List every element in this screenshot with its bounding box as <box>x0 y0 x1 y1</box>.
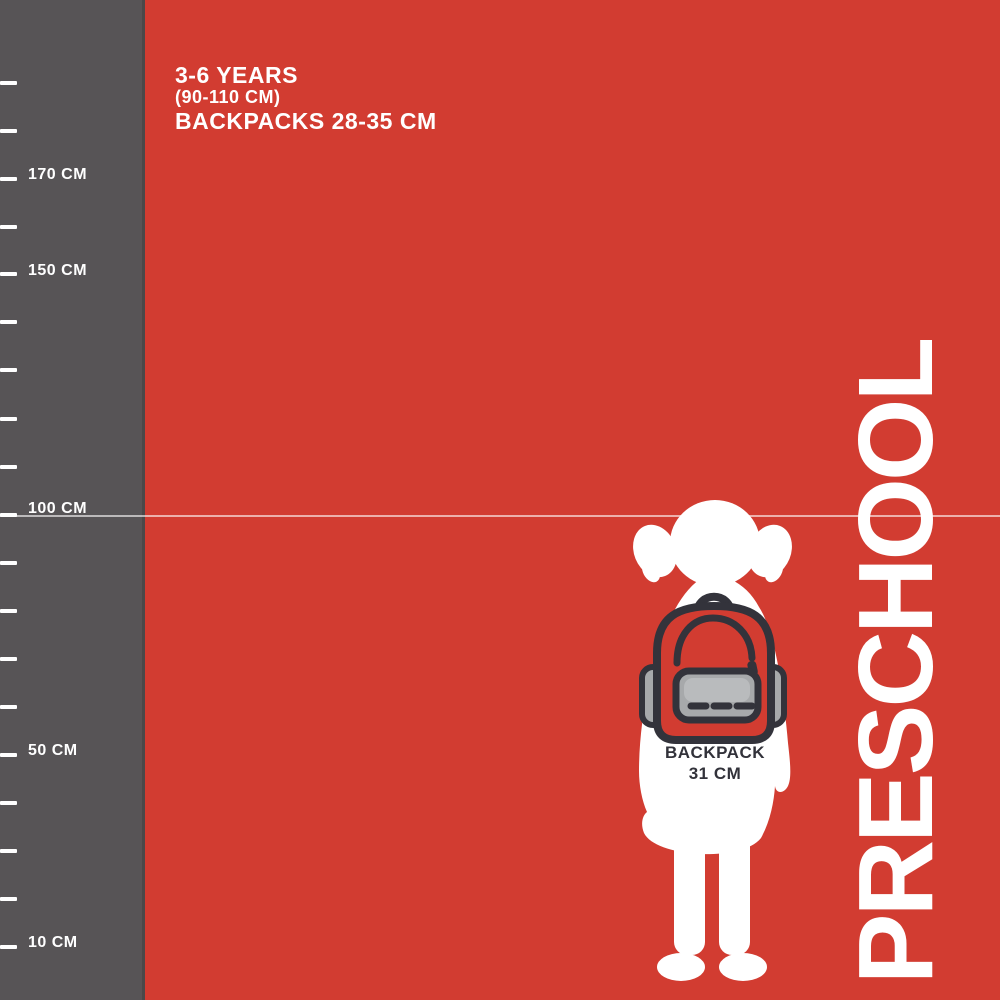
size-info-header: 3-6 YEARS (90-110 CM) BACKPACKS 28-35 CM <box>175 63 437 133</box>
ruler-label-150cm: 150 CM <box>28 262 88 279</box>
right-leg <box>719 825 750 955</box>
ruler-tick <box>0 465 17 469</box>
backpack-icon <box>639 592 787 744</box>
ruler-tick <box>0 945 17 949</box>
left-foot <box>657 953 705 981</box>
ruler-tick <box>0 81 17 85</box>
age-range-text: 3-6 YEARS <box>175 62 298 88</box>
child-silhouette <box>633 500 792 981</box>
ruler-tick <box>0 753 17 757</box>
ruler-label-170cm: 170 CM <box>28 166 88 183</box>
backpack-size-label: BACKPACK 31 CM <box>615 743 815 783</box>
left-leg <box>674 825 705 955</box>
height-ruler: 170 CM 150 CM 100 CM 50 CM 10 CM <box>0 0 145 1000</box>
ruler-tick <box>0 368 17 372</box>
ruler-tick <box>0 320 17 324</box>
ruler-tick <box>0 417 17 421</box>
ruler-tick <box>0 801 17 805</box>
ruler-tick <box>0 177 17 181</box>
ruler-label-50cm: 50 CM <box>28 742 78 759</box>
right-foot <box>719 953 767 981</box>
backpack-range-text: BACKPACKS 28-35 CM <box>175 108 437 134</box>
ruler-tick <box>0 849 17 853</box>
ruler-tick <box>0 609 17 613</box>
ruler-tick <box>0 705 17 709</box>
backpack-front-pocket-highlight <box>684 678 750 702</box>
ruler-tick <box>0 225 17 229</box>
backpack-label-text: BACKPACK <box>664 743 765 762</box>
ruler-tick <box>0 657 17 661</box>
height-range-text: (90-110 CM) <box>175 87 281 107</box>
ruler-tick <box>0 129 17 133</box>
ruler-label-10cm: 10 CM <box>28 934 78 951</box>
backpack-zipper-line <box>673 614 756 667</box>
ruler-tick <box>0 272 17 276</box>
ruler-label-100cm: 100 CM <box>28 500 88 517</box>
head <box>670 500 760 586</box>
backpack-size-value: 31 CM <box>688 764 742 783</box>
height-reference-line-100cm <box>0 515 1000 517</box>
category-title: PRESCHOOL <box>837 339 955 985</box>
left-pigtail-tip <box>641 559 661 583</box>
ruler-tick <box>0 897 17 901</box>
right-pigtail-tip <box>764 559 784 583</box>
ruler-tick <box>0 561 17 565</box>
